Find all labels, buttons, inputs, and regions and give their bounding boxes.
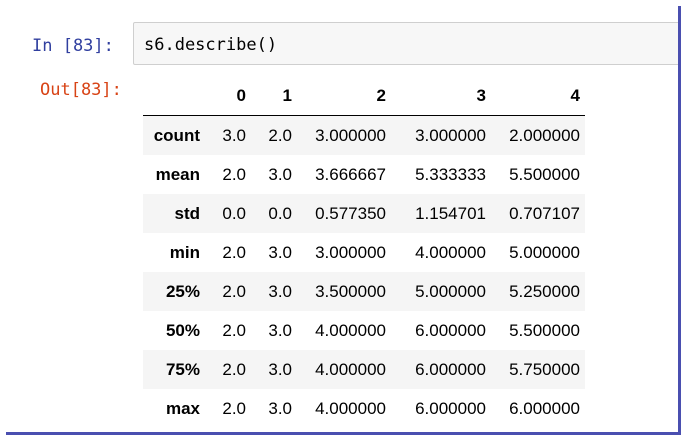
table-row: min 2.0 3.0 3.000000 4.000000 5.000000 (143, 233, 585, 272)
table-cell: 3.0 (268, 164, 292, 184)
table-cell: 0.577350 (315, 203, 386, 223)
table-cell: 6.000000 (415, 398, 486, 418)
row-label: 75% (165, 359, 200, 379)
table-row: max 2.0 3.0 4.000000 6.000000 6.000000 (143, 389, 585, 428)
row-label: count (153, 125, 200, 145)
table-cell: 3.0 (268, 281, 292, 301)
table-cell: 3.0 (268, 320, 292, 340)
table-row: count 3.0 2.0 3.000000 3.000000 2.000000 (143, 115, 585, 155)
row-label: min (169, 242, 200, 262)
table-cell: 3.0 (268, 398, 292, 418)
table-cell: 2.0 (222, 320, 246, 340)
table-cell: 5.000000 (415, 281, 486, 301)
input-prompt: In [83]: (32, 36, 114, 56)
table-cell: 6.000000 (509, 398, 580, 418)
table-cell: 3.0 (268, 242, 292, 262)
column-header: 0 (205, 76, 251, 116)
table-row: 75% 2.0 3.0 4.000000 6.000000 5.750000 (143, 350, 585, 389)
row-label: max (165, 398, 200, 418)
table-cell: 3.500000 (315, 281, 386, 301)
output-prompt: Out[83]: (40, 80, 122, 100)
corner-cell (143, 76, 205, 116)
table-cell: 3.0 (222, 125, 246, 145)
table-cell: 2.0 (222, 242, 246, 262)
table-row: std 0.0 0.0 0.577350 1.154701 0.707107 (143, 194, 585, 233)
table-cell: 4.000000 (415, 242, 486, 262)
table-cell: 6.000000 (415, 359, 486, 379)
table-cell: 2.000000 (509, 125, 580, 145)
code-text: s6.describe() (144, 35, 278, 55)
table-cell: 5.250000 (509, 281, 580, 301)
table-cell: 0.0 (268, 203, 292, 223)
column-header: 4 (491, 76, 585, 116)
table-cell: 0.0 (222, 203, 246, 223)
table-row: 50% 2.0 3.0 4.000000 6.000000 5.500000 (143, 311, 585, 350)
table-row: mean 2.0 3.0 3.666667 5.333333 5.500000 (143, 155, 585, 194)
table-cell: 5.333333 (415, 164, 486, 184)
table-cell: 5.000000 (509, 242, 580, 262)
table-cell: 3.000000 (415, 125, 486, 145)
table-cell: 5.500000 (509, 320, 580, 340)
table-cell: 3.0 (268, 359, 292, 379)
row-label: mean (155, 164, 200, 184)
table-cell: 2.0 (268, 125, 292, 145)
column-header: 3 (391, 76, 491, 116)
table-cell: 4.000000 (315, 320, 386, 340)
row-label: 50% (165, 320, 200, 340)
table-cell: 2.0 (222, 164, 246, 184)
table-cell: 4.000000 (315, 398, 386, 418)
table-row: 25% 2.0 3.0 3.500000 5.000000 5.250000 (143, 272, 585, 311)
table-cell: 1.154701 (415, 203, 486, 223)
table-cell: 4.000000 (315, 359, 386, 379)
code-input[interactable]: s6.describe() (133, 22, 678, 65)
table-cell: 3.666667 (315, 164, 386, 184)
table-cell: 5.750000 (509, 359, 580, 379)
table-cell: 0.707107 (509, 203, 580, 223)
table-cell: 2.0 (222, 281, 246, 301)
row-label: std (174, 203, 201, 223)
table-cell: 2.0 (222, 359, 246, 379)
row-label: 25% (165, 281, 200, 301)
table-body: count 3.0 2.0 3.000000 3.000000 2.000000 mean 2… (143, 115, 585, 429)
column-header: 2 (297, 76, 391, 116)
table-cell: 2.0 (222, 398, 246, 418)
table-cell: 3.000000 (315, 242, 386, 262)
table-cell: 3.000000 (315, 125, 386, 145)
table-cell: 6.000000 (415, 320, 486, 340)
table-cell: 5.500000 (509, 164, 580, 184)
column-header: 1 (251, 76, 297, 116)
